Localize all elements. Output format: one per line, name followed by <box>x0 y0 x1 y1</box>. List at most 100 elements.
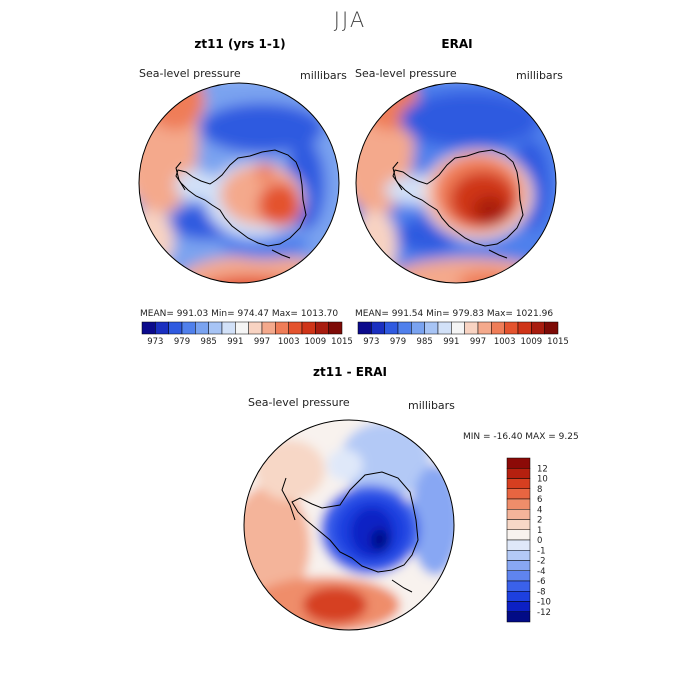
colorbar-swatch <box>181 321 196 335</box>
colorbar-swatch <box>235 321 249 335</box>
panel-1-field-label: Sea-level pressure <box>139 67 241 80</box>
low-north <box>200 103 324 153</box>
colorbar-swatch <box>506 457 531 469</box>
colorbar-swatch <box>411 321 425 335</box>
colorbar-swatch <box>506 539 531 551</box>
panel-3-title: zt11 - ERAI <box>313 365 387 379</box>
colorbar-swatch <box>517 321 532 335</box>
colorbar-swatch <box>506 570 531 582</box>
panel-3-units-label: millibars <box>408 399 455 412</box>
colorbar-tick-label: 997 <box>254 337 270 347</box>
colorbar-swatch <box>208 321 223 335</box>
colorbar-swatch <box>437 321 452 335</box>
antarctic-high-secondary <box>255 163 275 181</box>
colorbar-tick-label: 4 <box>537 505 542 515</box>
colorbar-swatch <box>384 321 399 335</box>
colorbar-tick-label: 991 <box>227 337 243 347</box>
antarctic-deficit-core <box>350 507 394 557</box>
panel-2-units-label: millibars <box>516 69 563 82</box>
colorbar-swatch <box>506 498 531 510</box>
panel-1-stats: MEAN= 991.03 Min= 974.47 Max= 1013.70 <box>140 309 339 319</box>
colorbar-tick-label: 985 <box>201 337 217 347</box>
south-america-tip <box>392 161 403 191</box>
map-1-border <box>138 82 340 284</box>
colorbar-swatch <box>275 321 289 335</box>
colorbar-tick-label: 1015 <box>547 337 569 347</box>
colorbar-tick-label: 991 <box>443 337 459 347</box>
colorbar-swatch <box>261 321 276 335</box>
panel-1-units-label: millibars <box>300 69 347 82</box>
panel-1-title: zt11 (yrs 1-1) <box>194 37 286 51</box>
colorbar-swatch <box>477 321 492 335</box>
colorbar-tick-label: -1 <box>537 546 545 556</box>
neutral-north <box>327 449 363 481</box>
ridge-core-nw <box>145 83 205 130</box>
antarctic-minimum <box>371 529 389 551</box>
colorbar-tick-label: 12 <box>537 464 548 474</box>
colorbar-swatch <box>506 560 531 571</box>
map-panel-2 <box>356 83 556 283</box>
new-zealand-outline <box>488 249 508 259</box>
colorbar-swatch <box>506 550 531 561</box>
colorbar-tick-label: 2 <box>537 516 542 526</box>
ridge-sw <box>356 210 397 280</box>
colorbar-tick-label: 973 <box>363 337 379 347</box>
colorbar-tick-label: 1003 <box>278 337 300 347</box>
antarctic-high-core <box>258 183 302 227</box>
map-panel-1 <box>139 83 339 283</box>
antarctica-coastline <box>392 149 524 247</box>
colorbar-swatch <box>221 321 236 335</box>
colorbar-swatch <box>371 321 385 335</box>
colorbar-tick-label: 8 <box>537 485 542 495</box>
colorbar-swatch <box>506 591 531 602</box>
ridge-core-south <box>458 271 514 283</box>
colorbar-swatch <box>301 321 316 335</box>
low-north <box>400 92 540 148</box>
panel-2-title: ERAI <box>441 37 473 51</box>
colorbar-swatch <box>357 321 372 335</box>
colorbar-swatch <box>168 321 183 335</box>
south-america-tip <box>281 477 296 521</box>
colorbar-tick-label: -6 <box>537 577 545 587</box>
colorbar-tick-label: 979 <box>390 337 406 347</box>
colorbar-swatch <box>248 321 263 335</box>
colorbar-tick-label: 973 <box>147 337 163 347</box>
colorbar-swatch <box>504 321 519 335</box>
positive-south-core <box>303 587 367 623</box>
new-zealand-outline <box>391 579 413 593</box>
colorbar-tick-label: 1 <box>537 526 542 536</box>
antarctica-coastline <box>291 471 419 573</box>
colorbar-swatch <box>451 321 465 335</box>
colorbar-swatch <box>506 478 531 489</box>
colorbar-swatch <box>506 488 531 500</box>
season-title: JJA <box>333 8 367 32</box>
colorbar-tick-label: 985 <box>417 337 433 347</box>
colorbar-tick-label: 997 <box>470 337 486 347</box>
colorbar-tick-label: 1009 <box>305 337 327 347</box>
panel-3-stats: MIN = -16.40 MAX = 9.25 <box>463 432 579 442</box>
colorbar-swatch <box>506 580 531 592</box>
panel-2-stats: MEAN= 991.54 Min= 979.83 Max= 1021.96 <box>355 309 554 319</box>
antarctica-coastline <box>175 149 307 247</box>
colorbar-tick-label: 10 <box>537 475 548 485</box>
colorbar-swatch <box>328 321 343 335</box>
colorbar-swatch <box>506 529 531 541</box>
colorbar-tick-label: 6 <box>537 495 542 505</box>
new-zealand-outline <box>271 249 291 259</box>
negative-east <box>410 465 454 575</box>
colorbar-swatch <box>506 509 531 520</box>
colorbar-tick-label: 0 <box>537 536 542 546</box>
colorbar-swatch <box>155 321 169 335</box>
colorbar-swatch <box>506 468 531 479</box>
colorbar-tick-label: 1015 <box>331 337 353 347</box>
colorbar-swatch <box>506 519 531 530</box>
colorbar-tick-label: -2 <box>537 557 545 567</box>
peninsula-field <box>175 170 215 200</box>
south-america-tip <box>175 161 186 191</box>
antarctic-high-core <box>473 196 507 224</box>
colorbar-tick-label: -8 <box>537 587 545 597</box>
colorbar-panel-2: 973 979 985 991 997 1003 1009 1015 <box>357 321 569 347</box>
colorbar-swatch <box>491 321 505 335</box>
colorbar-swatch <box>288 321 303 335</box>
